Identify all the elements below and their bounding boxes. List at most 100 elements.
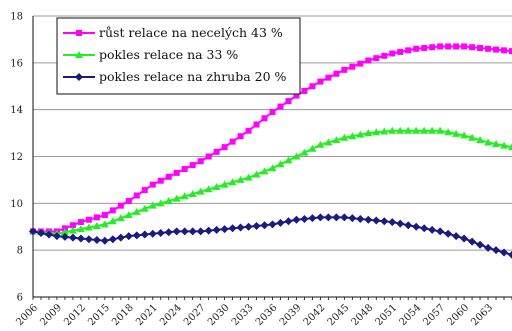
data-point (52, 232, 61, 241)
data-point (436, 126, 445, 134)
data-point (493, 46, 500, 53)
legend-box (56, 17, 301, 95)
y-tick-label: 12 (10, 152, 23, 163)
y-tick-label: 10 (10, 199, 23, 210)
data-point (36, 228, 45, 237)
data-point (356, 214, 365, 223)
data-point (429, 44, 436, 51)
data-point (84, 223, 93, 231)
y-tick-label: 14 (10, 105, 23, 116)
data-point (260, 167, 269, 175)
legend-marker (75, 51, 83, 58)
data-point (204, 185, 213, 193)
data-point (508, 143, 512, 151)
data-point (76, 225, 85, 233)
data-point (197, 158, 204, 165)
data-point (157, 177, 164, 184)
data-point (324, 213, 333, 222)
x-tick-label: 2036 (254, 302, 280, 328)
data-point (340, 213, 349, 222)
data-point (468, 237, 477, 246)
x-tick-label: 2027 (182, 302, 208, 328)
data-point (452, 232, 461, 241)
series-group (29, 43, 512, 259)
data-point (308, 214, 317, 223)
data-point (221, 144, 228, 151)
legend-item: růst relace na necelých 43 % (63, 25, 283, 40)
x-tick-label: 2048 (350, 302, 376, 328)
data-point (300, 214, 309, 223)
data-point (84, 235, 93, 244)
data-point (252, 170, 261, 178)
x-tick-label: 2057 (421, 302, 447, 328)
data-point (77, 219, 84, 226)
data-point (453, 43, 460, 50)
data-point (509, 48, 512, 55)
data-point (324, 138, 333, 146)
data-point (308, 144, 317, 152)
data-point (124, 211, 133, 219)
data-point (348, 214, 357, 223)
data-point (500, 248, 509, 257)
series-line (32, 129, 512, 235)
x-tick-label: 2063 (469, 302, 495, 328)
data-point (445, 43, 452, 50)
data-point (220, 180, 229, 188)
data-point (444, 128, 453, 136)
data-point (332, 136, 341, 144)
data-point (276, 160, 285, 168)
data-point (404, 221, 413, 230)
data-point (212, 182, 221, 190)
data-point (373, 55, 380, 62)
data-point (164, 228, 173, 237)
data-point (253, 121, 260, 128)
data-point (100, 220, 109, 228)
data-point (252, 221, 261, 230)
y-tick-label: 8 (17, 246, 23, 257)
data-point (372, 128, 381, 136)
data-point (124, 232, 133, 241)
data-point (205, 153, 212, 160)
data-point (364, 129, 373, 137)
data-point (100, 236, 109, 245)
data-point (437, 43, 444, 50)
x-tick-label: 2012 (62, 302, 88, 328)
data-point (268, 164, 277, 172)
data-point (476, 136, 485, 144)
data-point (228, 178, 237, 186)
data-point (260, 221, 269, 230)
data-point (141, 187, 148, 194)
data-point (388, 218, 397, 227)
data-point (436, 227, 445, 236)
legend-item: pokles relace na zhruba 20 % (63, 69, 287, 84)
data-point (173, 169, 180, 176)
axes (32, 16, 512, 300)
data-point (108, 217, 117, 225)
data-point (316, 140, 325, 148)
x-tick-label: 2024 (158, 302, 184, 328)
x-tick-labels: 2006200920122015201820212024202720302033… (14, 302, 495, 328)
data-point (236, 223, 245, 232)
legend-label: pokles relace na 33 % (99, 47, 238, 62)
data-point (69, 222, 76, 229)
data-point (285, 98, 292, 105)
legend-label: pokles relace na zhruba 20 % (99, 69, 287, 84)
data-point (44, 230, 53, 239)
data-point (356, 130, 365, 138)
data-point (212, 225, 221, 234)
data-point (189, 162, 196, 169)
series-3 (29, 213, 512, 259)
data-point (140, 230, 149, 239)
data-point (229, 138, 236, 145)
data-point (292, 215, 301, 224)
legend-label: růst relace na necelých 43 % (99, 25, 283, 40)
data-point (220, 225, 229, 234)
data-point (60, 232, 69, 241)
data-point (172, 227, 181, 236)
data-point (196, 187, 205, 195)
data-point (29, 227, 37, 236)
data-point (116, 233, 125, 242)
data-point (412, 126, 421, 134)
x-tick-label: 2054 (398, 302, 424, 328)
legend-marker (75, 73, 83, 81)
